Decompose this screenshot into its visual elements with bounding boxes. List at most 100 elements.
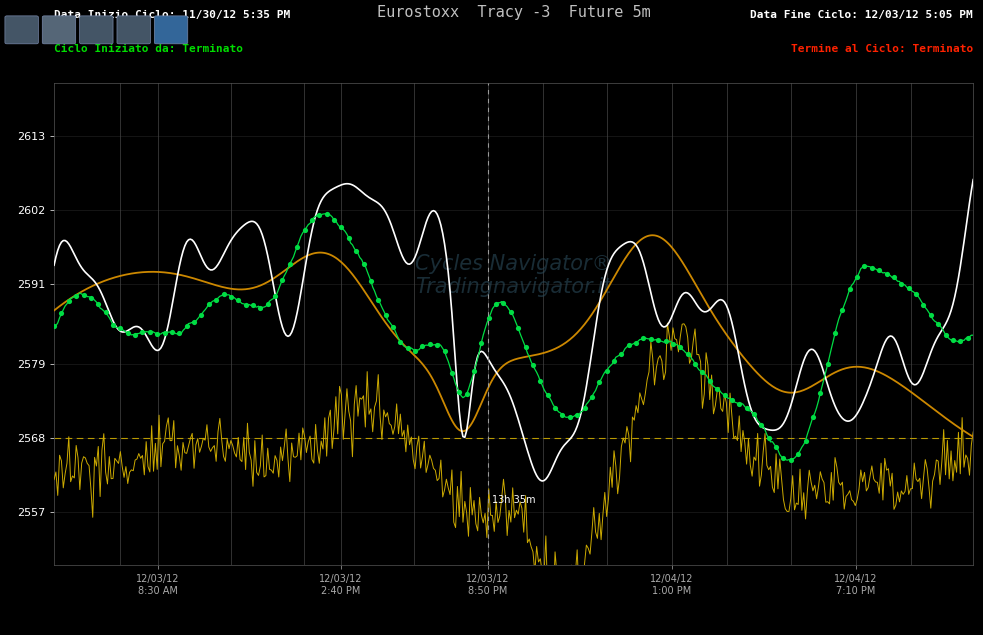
- Point: [879, 269, 895, 279]
- Point: [430, 340, 445, 350]
- Point: [900, 283, 916, 293]
- Point: [790, 448, 806, 458]
- Text: Cycles Navigator®
Tradingnavigator.it: Cycles Navigator® Tradingnavigator.it: [415, 254, 612, 297]
- Point: [636, 333, 652, 344]
- Point: [503, 307, 519, 317]
- Point: [495, 298, 511, 308]
- Text: Data Fine Ciclo: 12/03/12 5:05 PM: Data Fine Ciclo: 12/03/12 5:05 PM: [750, 10, 973, 20]
- Point: [46, 321, 62, 331]
- Point: [466, 366, 482, 377]
- Point: [731, 399, 747, 409]
- Point: [548, 403, 563, 413]
- Point: [908, 289, 924, 299]
- Point: [651, 335, 666, 345]
- Point: [812, 388, 828, 398]
- Point: [149, 329, 165, 339]
- Point: [915, 300, 931, 310]
- Point: [68, 291, 84, 301]
- Point: [341, 233, 357, 243]
- Point: [658, 335, 673, 345]
- Point: [481, 314, 496, 324]
- Point: [53, 309, 69, 319]
- Point: [923, 311, 939, 321]
- Text: 13h 35m: 13h 35m: [492, 495, 536, 505]
- Point: [436, 346, 452, 356]
- Point: [112, 323, 128, 333]
- Point: [253, 303, 268, 313]
- Text: Eurostoxx  Tracy -3  Future 5m: Eurostoxx Tracy -3 Future 5m: [376, 5, 651, 20]
- Point: [540, 390, 555, 400]
- Point: [297, 225, 313, 236]
- Point: [223, 291, 239, 302]
- Point: [348, 246, 364, 256]
- Point: [695, 368, 711, 378]
- Point: [186, 317, 202, 327]
- Point: [274, 274, 290, 284]
- Text: Termine al Ciclo: Terminato: Termine al Ciclo: Terminato: [791, 44, 973, 53]
- Point: [76, 290, 91, 300]
- Point: [930, 319, 946, 330]
- Point: [215, 290, 231, 300]
- Point: [607, 356, 622, 366]
- Point: [628, 338, 644, 348]
- Point: [672, 342, 688, 352]
- Point: [820, 359, 836, 370]
- Point: [959, 333, 975, 343]
- Point: [841, 284, 857, 294]
- Point: [245, 300, 260, 311]
- Point: [260, 299, 275, 309]
- Point: [282, 259, 298, 269]
- Point: [938, 330, 954, 340]
- Point: [724, 395, 740, 405]
- Text: Data Inizio Ciclo: 11/30/12 5:35 PM: Data Inizio Ciclo: 11/30/12 5:35 PM: [54, 10, 290, 20]
- Point: [835, 305, 850, 315]
- Point: [105, 320, 121, 330]
- Point: [739, 403, 755, 413]
- Point: [702, 376, 718, 386]
- Point: [864, 263, 880, 273]
- Point: [746, 410, 762, 420]
- Point: [613, 349, 629, 359]
- Point: [156, 328, 172, 338]
- Point: [179, 321, 195, 331]
- Point: [518, 342, 534, 352]
- Point: [489, 299, 504, 309]
- Point: [782, 455, 798, 465]
- Point: [201, 298, 216, 309]
- Point: [769, 442, 784, 452]
- Point: [533, 376, 549, 386]
- Point: [451, 387, 467, 397]
- Point: [886, 272, 901, 283]
- Point: [776, 453, 791, 464]
- Point: [827, 328, 842, 338]
- Point: [326, 215, 342, 225]
- Point: [894, 279, 909, 290]
- Point: [356, 258, 372, 269]
- Point: [371, 295, 386, 305]
- Point: [643, 334, 659, 344]
- Point: [459, 389, 475, 399]
- Point: [680, 349, 696, 359]
- Point: [710, 384, 725, 394]
- Point: [599, 366, 614, 376]
- Point: [849, 272, 865, 282]
- Point: [120, 328, 136, 338]
- Point: [400, 343, 416, 353]
- Point: [562, 412, 578, 422]
- Point: [392, 337, 408, 347]
- Point: [554, 410, 570, 420]
- Point: [171, 328, 187, 338]
- Point: [135, 327, 150, 337]
- Point: [333, 222, 349, 232]
- Point: [422, 339, 437, 349]
- Point: [363, 276, 378, 286]
- Point: [164, 327, 180, 337]
- Point: [621, 340, 637, 350]
- Point: [97, 307, 113, 318]
- Point: [304, 215, 319, 225]
- Point: [83, 293, 98, 303]
- Point: [945, 335, 960, 345]
- Point: [385, 322, 401, 332]
- Point: [415, 341, 431, 351]
- Text: Ciclo Iniziato da: Terminato: Ciclo Iniziato da: Terminato: [54, 44, 243, 53]
